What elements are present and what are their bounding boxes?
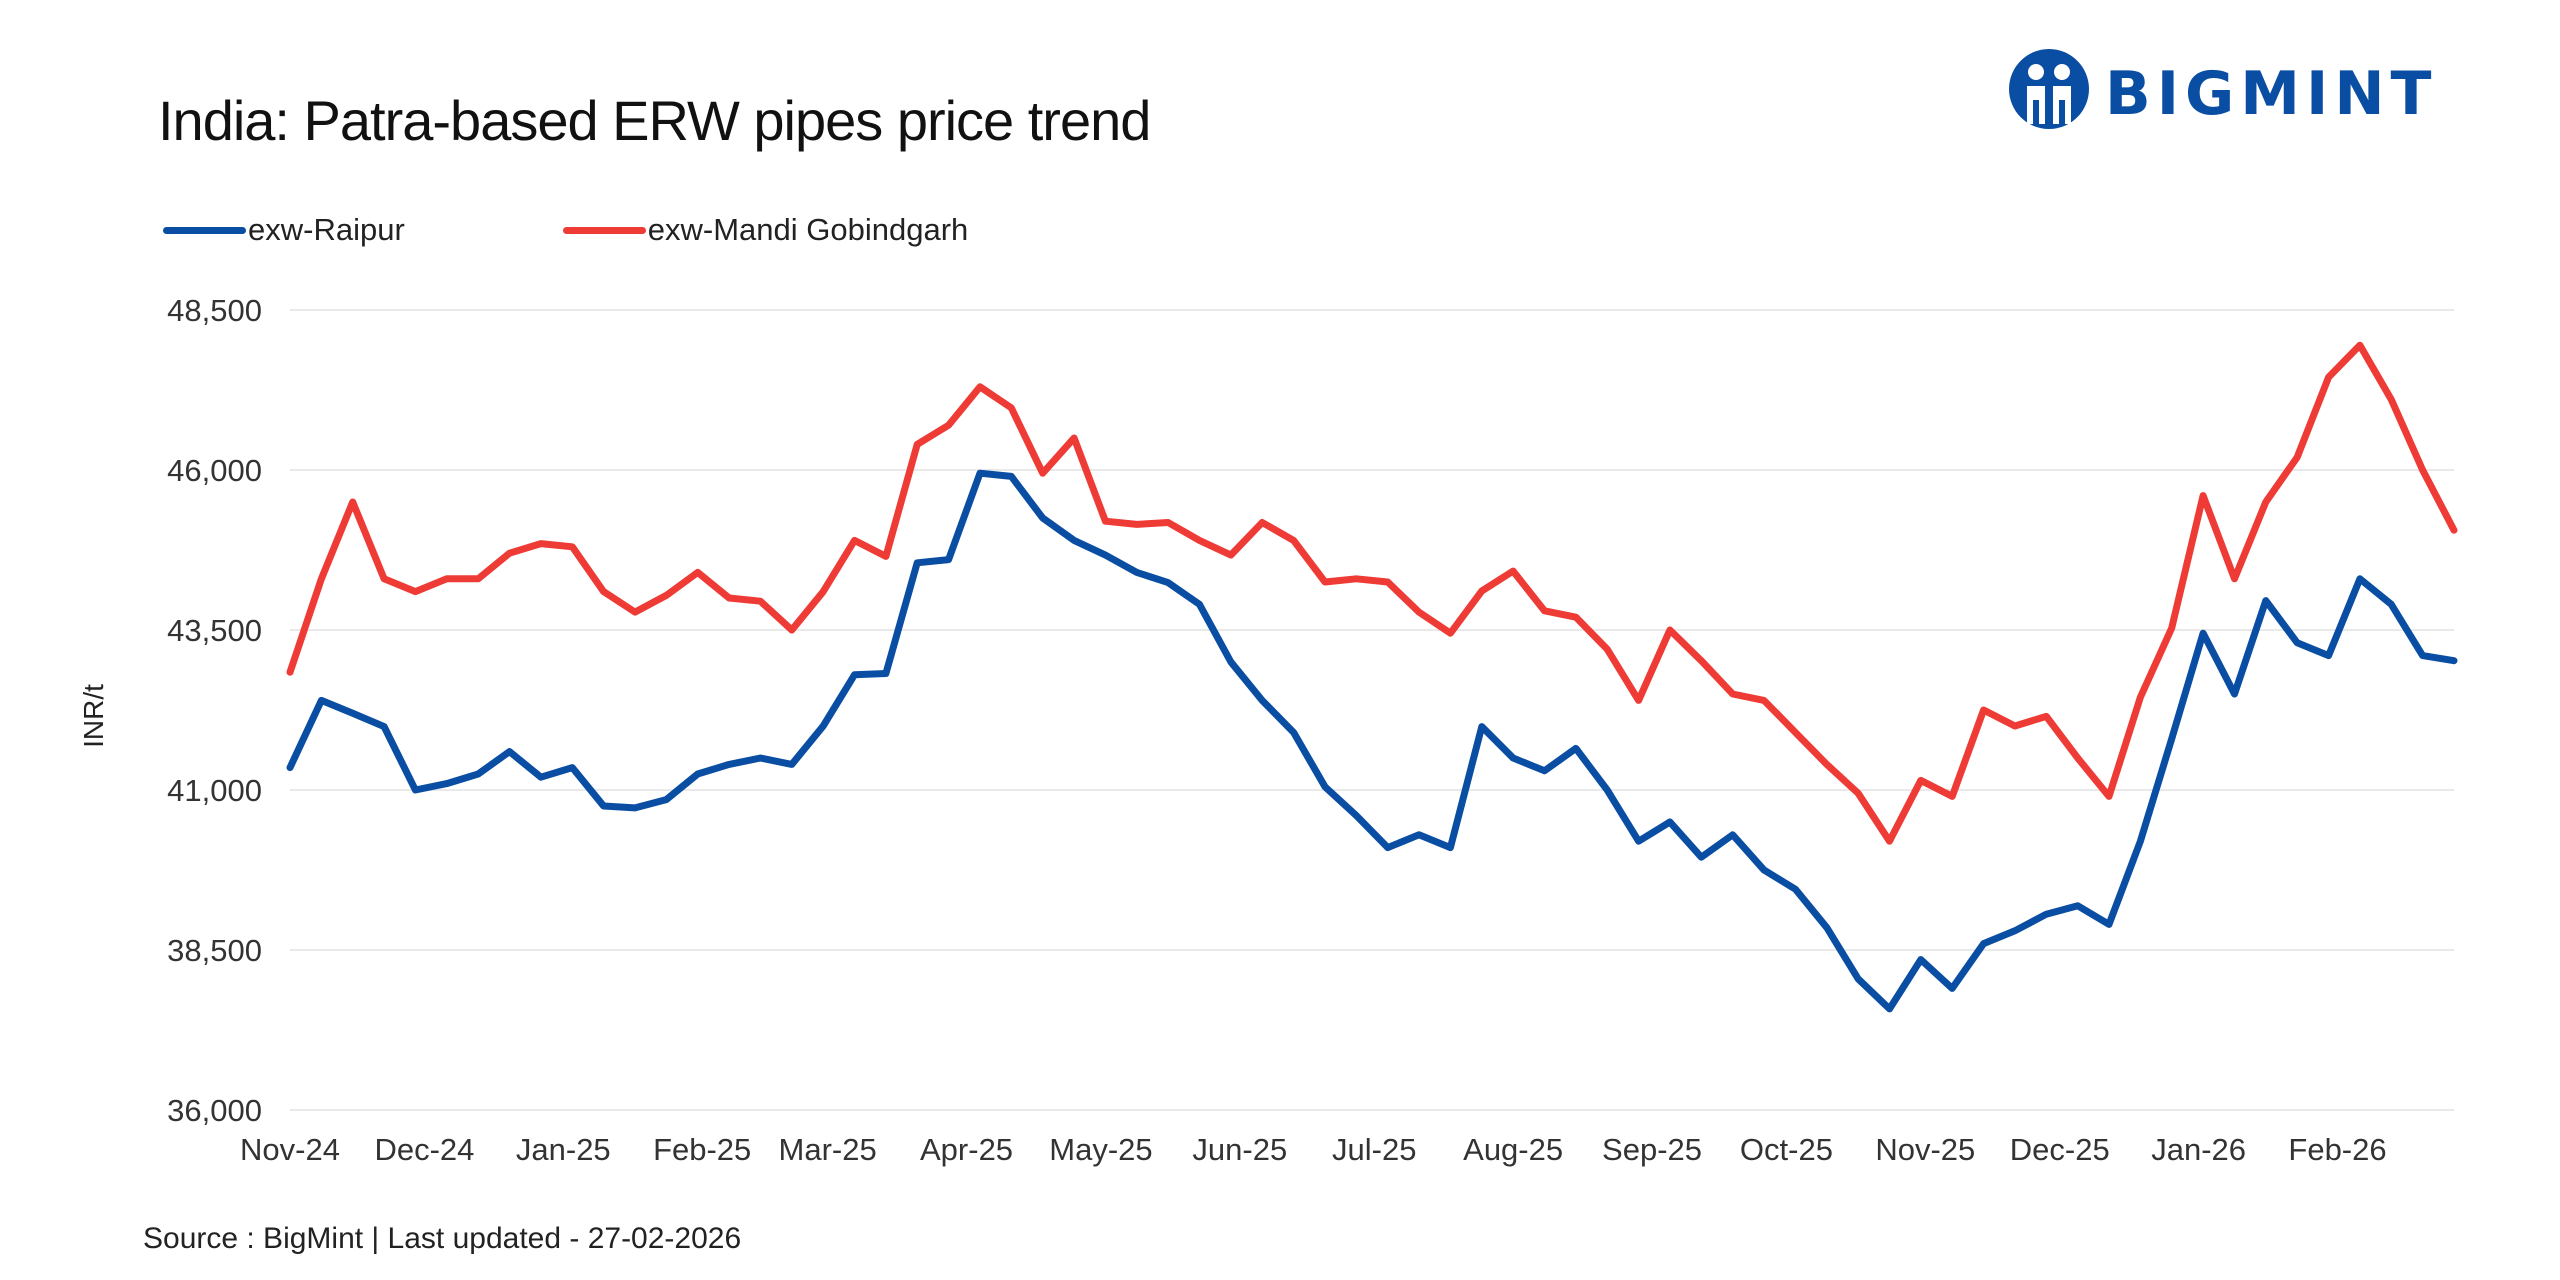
x-tick-label: Mar-25 — [779, 1132, 877, 1167]
legend-label-raipur: exw-Raipur — [248, 212, 405, 247]
x-tick-label: Nov-25 — [1875, 1132, 1975, 1167]
series-line-raipur — [286, 469, 2458, 1013]
x-tick-label: Jul-25 — [1332, 1132, 1416, 1167]
y-tick-label: 46,000 — [167, 453, 262, 488]
legend-item-raipur[interactable]: exw-Raipur — [163, 212, 405, 248]
y-tick-label: 36,000 — [167, 1093, 262, 1128]
y-tick-label: 43,500 — [167, 613, 262, 648]
x-tick-label: Jan-26 — [2151, 1132, 2246, 1167]
x-tick-label: Apr-25 — [920, 1132, 1013, 1167]
x-tick-label: Feb-26 — [2288, 1132, 2386, 1167]
x-tick-label: Dec-24 — [374, 1132, 474, 1167]
x-tick-label: Dec-25 — [2010, 1132, 2110, 1167]
y-tick-label: 41,000 — [167, 773, 262, 808]
bigmint-logo: BIGMINT — [2009, 49, 2437, 129]
x-tick-label: Nov-24 — [240, 1132, 340, 1167]
legend-swatch-raipur — [163, 226, 246, 234]
logo-text: BIGMINT — [2105, 59, 2437, 129]
source-note: Source : BigMint | Last updated - 27-02-… — [143, 1222, 742, 1255]
chart-title: India: Patra-based ERW pipes price trend — [158, 89, 1151, 152]
x-tick-label: Jun-25 — [1192, 1132, 1287, 1167]
legend: exw-Raipur exw-Mandi Gobindgarh — [163, 212, 1126, 248]
series-line-mandi-gobindgarh — [286, 341, 2458, 845]
x-tick-label: Sep-25 — [1602, 1132, 1702, 1167]
y-tick-label: 38,500 — [167, 933, 262, 968]
x-tick-label: Aug-25 — [1463, 1132, 1563, 1167]
legend-item-mandi-gobindgarh[interactable]: exw-Mandi Gobindgarh — [562, 212, 969, 248]
x-tick-label: Feb-25 — [653, 1132, 751, 1167]
x-tick-label: Oct-25 — [1740, 1132, 1833, 1167]
x-tick-label: Jan-25 — [516, 1132, 611, 1167]
legend-label-mandi-gobindgarh: exw-Mandi Gobindgarh — [647, 212, 969, 247]
x-tick-label: May-25 — [1049, 1132, 1152, 1167]
legend-swatch-mandi-gobindgarh — [562, 226, 646, 234]
y-tick-label: 48,500 — [167, 293, 262, 328]
